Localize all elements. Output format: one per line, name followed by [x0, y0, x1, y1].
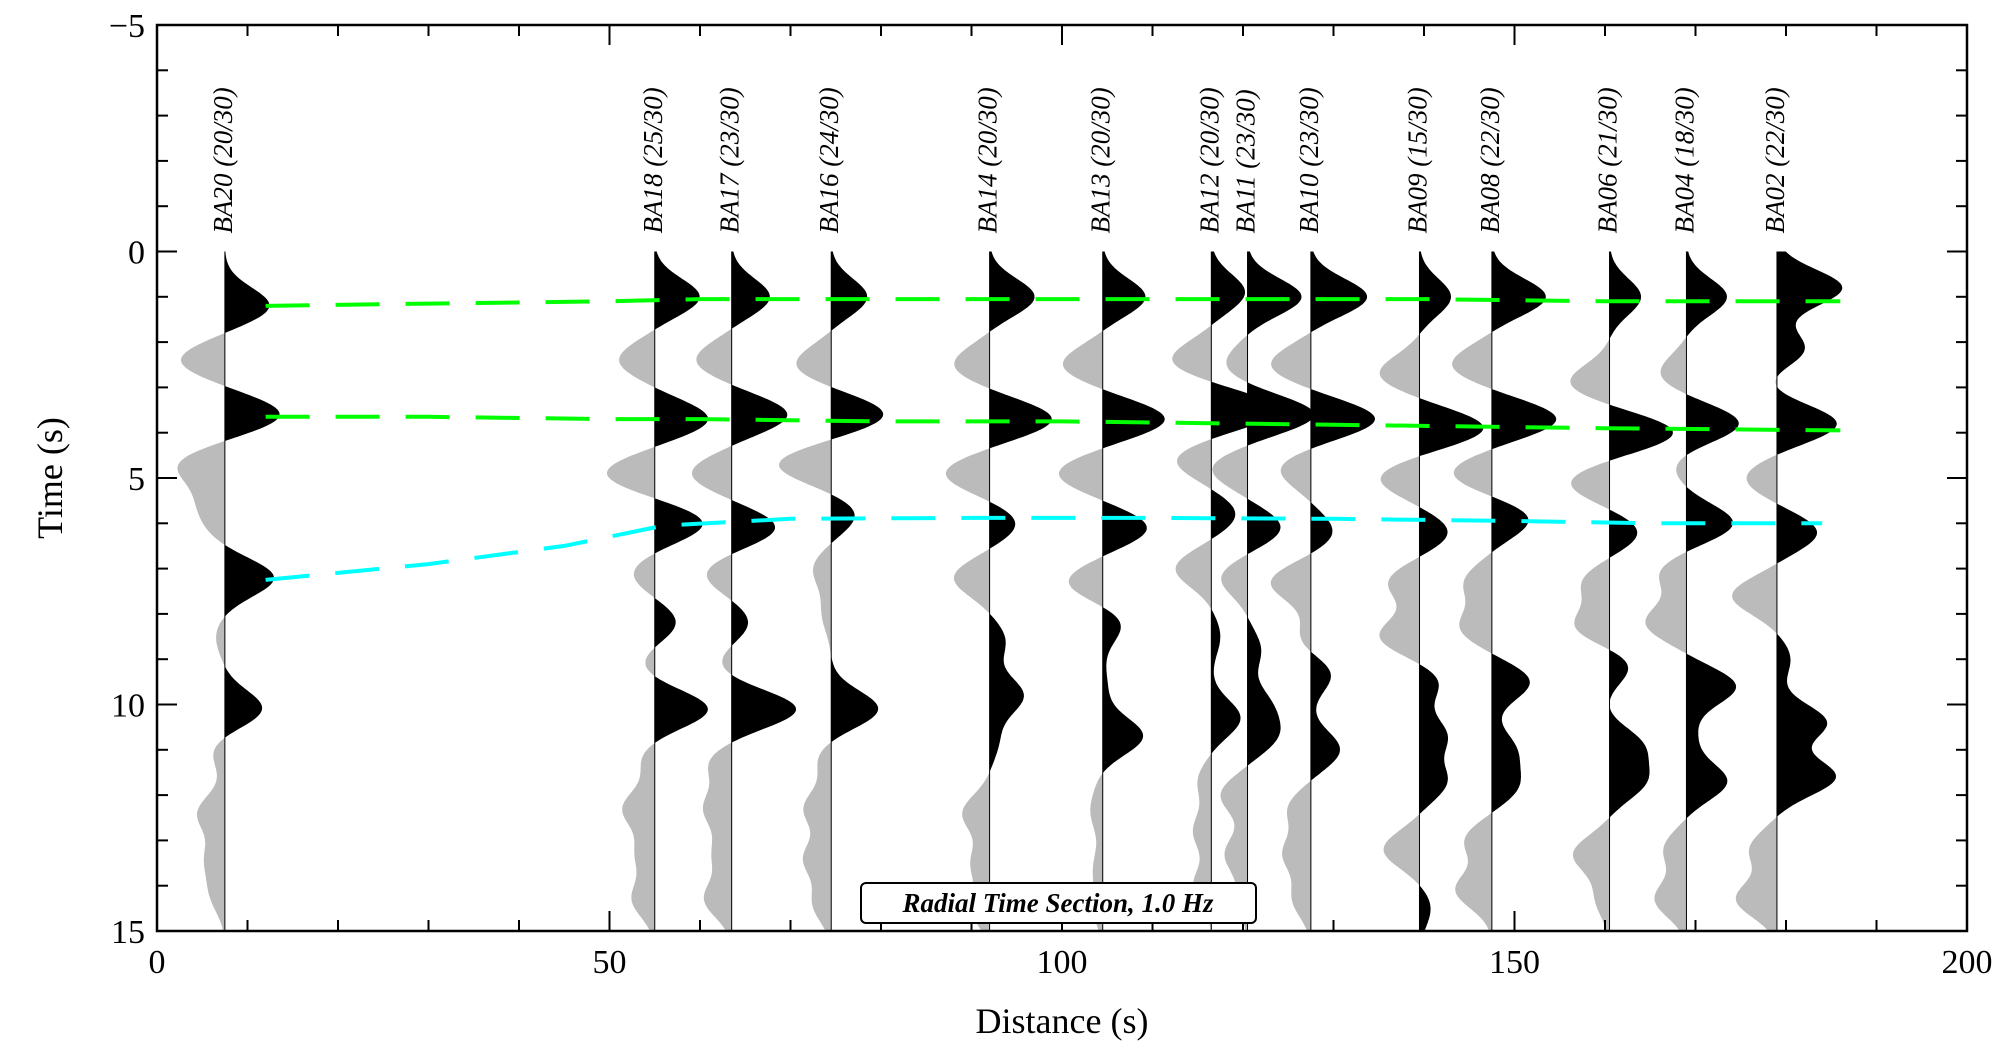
trace-positive-fill — [224, 251, 280, 931]
waveform-traces — [177, 251, 1843, 931]
station-label: BA12 (20/30) — [1194, 87, 1224, 233]
picked-phase-line-1 — [265, 297, 1841, 308]
y-tick-label: 15 — [111, 914, 145, 951]
trace-negative-fill — [1645, 336, 1687, 931]
trace-negative-fill — [607, 329, 655, 931]
station-label: BA18 (25/30) — [638, 87, 668, 233]
x-axis-title: Distance (s) — [976, 1001, 1149, 1041]
trace-positive-fill — [654, 251, 708, 931]
trace-10 — [1379, 251, 1484, 931]
y-tick-label: 5 — [128, 461, 145, 498]
x-tick-label: 200 — [1942, 944, 1993, 981]
x-tick-label: 100 — [1037, 944, 1088, 981]
trace-positive-fill — [1419, 251, 1484, 931]
trace-negative-fill — [1452, 332, 1492, 931]
station-label: BA11 (23/30) — [1231, 89, 1261, 233]
trace-1 — [177, 251, 280, 931]
picked-phase-line-2 — [265, 414, 1841, 433]
station-label: BA17 (23/30) — [715, 87, 745, 233]
station-label: BA04 (18/30) — [1669, 87, 1699, 233]
trace-6 — [1058, 251, 1165, 931]
x-tick-label: 0 — [149, 944, 166, 981]
y-tick-label: 10 — [111, 688, 145, 725]
trace-positive-fill — [1310, 251, 1375, 931]
annotation-frame — [860, 882, 1257, 924]
station-label: BA06 (21/30) — [1593, 87, 1623, 233]
trace-positive-fill — [1211, 251, 1277, 754]
station-label: BA14 (20/30) — [973, 87, 1003, 233]
station-label: BA08 (22/30) — [1475, 87, 1505, 233]
station-label: BA10 (23/30) — [1294, 87, 1324, 233]
trace-negative-fill — [1058, 251, 1103, 931]
trace-positive-fill — [1491, 251, 1557, 931]
trace-negative-fill — [779, 251, 832, 931]
trace-positive-fill — [1102, 251, 1165, 774]
trace-positive-fill — [1776, 251, 1843, 931]
trace-12 — [1570, 251, 1673, 931]
trace-positive-fill — [1686, 251, 1739, 931]
trace-negative-fill — [177, 333, 225, 931]
station-label: BA13 (20/30) — [1086, 87, 1116, 233]
trace-negative-fill — [1212, 251, 1248, 931]
station-label: BA02 (22/30) — [1760, 87, 1790, 233]
y-tick-label: 0 — [128, 235, 145, 272]
trace-2 — [607, 251, 708, 931]
station-label: BA09 (15/30) — [1402, 87, 1432, 233]
trace-negative-fill — [1270, 332, 1311, 931]
picked-phase-line-3 — [265, 515, 1823, 582]
trace-3 — [692, 251, 796, 931]
axis-ticks — [156, 24, 1968, 932]
trace-negative-fill — [692, 328, 732, 931]
trace-positive-fill — [1247, 251, 1315, 766]
trace-8 — [1212, 251, 1315, 931]
trace-13 — [1645, 251, 1739, 931]
trace-negative-fill — [945, 251, 990, 931]
trace-7 — [1172, 251, 1277, 931]
trace-negative-fill — [1172, 251, 1212, 931]
station-label: BA16 (24/30) — [814, 87, 844, 233]
trace-negative-fill — [1732, 377, 1777, 931]
picked-phase-lines — [265, 297, 1841, 582]
trace-14 — [1732, 251, 1843, 931]
station-label: BA20 (20/30) — [208, 87, 238, 233]
x-tick-label: 150 — [1489, 944, 1540, 981]
annotation-text: Radial Time Section, 1.0 Hz — [901, 888, 1213, 918]
station-labels: BA20 (20/30) BA18 (25/30) BA17 (23/30) BA16… — [208, 87, 1790, 233]
trace-9 — [1270, 251, 1375, 931]
trace-5 — [945, 251, 1052, 931]
trace-positive-fill — [1609, 251, 1673, 818]
y-tick-label: −5 — [109, 8, 145, 45]
y-axis-title: Time (s) — [30, 417, 70, 539]
trace-negative-fill — [1570, 251, 1610, 931]
annotation-box: Radial Time Section, 1.0 Hz — [860, 882, 1257, 924]
trace-4 — [779, 251, 884, 931]
x-tick-label: 50 — [593, 944, 627, 981]
trace-negative-fill — [1379, 334, 1420, 886]
axis-tick-labels: 0 50 100 150 200 −5 0 5 10 15 — [109, 8, 1993, 981]
trace-11 — [1452, 251, 1557, 931]
